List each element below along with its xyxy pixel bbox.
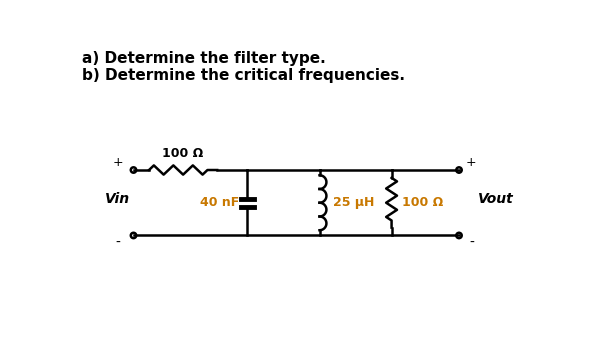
Text: 100 Ω: 100 Ω: [402, 196, 443, 209]
Text: 100 Ω: 100 Ω: [162, 147, 204, 160]
Text: 25 μH: 25 μH: [333, 196, 375, 209]
Text: +: +: [466, 156, 477, 169]
Text: a) Determine the filter type.: a) Determine the filter type.: [81, 51, 326, 66]
Text: -: -: [116, 236, 121, 250]
Text: +: +: [113, 156, 123, 169]
Text: Vin: Vin: [106, 192, 131, 206]
Text: -: -: [469, 236, 474, 250]
Text: 40 nF: 40 nF: [200, 196, 239, 209]
Text: Vout: Vout: [478, 192, 514, 206]
Text: b) Determine the critical frequencies.: b) Determine the critical frequencies.: [81, 68, 405, 83]
